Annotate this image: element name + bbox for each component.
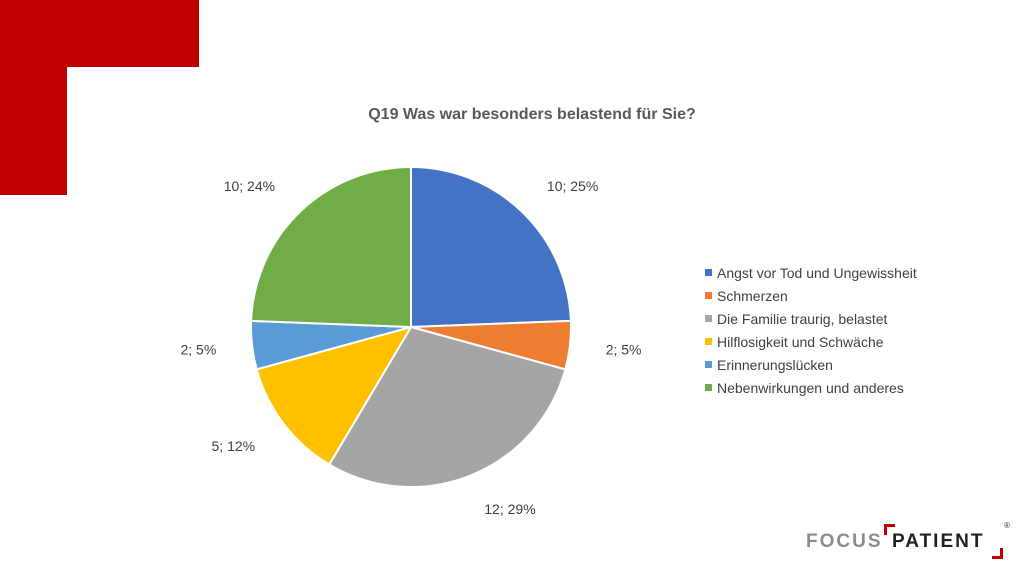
focus-patient-logo: FOCUS PATIENT ® — [806, 521, 1016, 561]
legend-swatch — [705, 292, 712, 299]
legend-swatch — [705, 384, 712, 391]
legend-swatch — [705, 361, 712, 368]
legend-item: Schmerzen — [705, 284, 917, 307]
logo-bracket-top-left — [884, 524, 895, 535]
legend-label: Nebenwirkungen und anderes — [717, 379, 904, 396]
slice-data-label: 10; 24% — [224, 178, 275, 194]
chart-title: Q19 Was war besonders belastend für Sie? — [368, 106, 696, 123]
logo-focus-text: FOCUS — [806, 531, 883, 552]
legend-item: Hilflosigkeit und Schwäche — [705, 330, 917, 353]
legend-label: Hilflosigkeit und Schwäche — [717, 333, 884, 350]
pie-slice — [250, 165, 412, 329]
logo-bracket-bottom-right — [992, 548, 1003, 559]
slice-data-label: 2; 5% — [180, 341, 216, 357]
corner-decoration-left — [0, 0, 67, 195]
logo-patient-text: PATIENT — [892, 531, 985, 552]
slice-data-label: 2; 5% — [606, 341, 642, 357]
legend-label: Schmerzen — [717, 287, 788, 304]
legend-item: Erinnerungslücken — [705, 353, 917, 376]
legend-swatch — [705, 338, 712, 345]
legend-label: Die Familie traurig, belastet — [717, 310, 888, 327]
slice-data-label: 10; 25% — [547, 178, 598, 194]
pie-slice — [255, 325, 414, 466]
legend-item: Die Familie traurig, belastet — [705, 307, 917, 330]
logo-registered-mark: ® — [1004, 521, 1010, 530]
chart-legend: Angst vor Tod und Ungewissheit Schmerzen D… — [705, 261, 917, 399]
legend-item: Angst vor Tod und Ungewissheit — [705, 261, 917, 284]
legend-swatch — [705, 315, 712, 322]
legend-item: Nebenwirkungen und anderes — [705, 376, 917, 399]
legend-swatch — [705, 269, 712, 276]
legend-label: Angst vor Tod und Ungewissheit — [717, 264, 917, 281]
slice-data-label: 5; 12% — [212, 438, 256, 454]
slice-data-label: 12; 29% — [484, 501, 535, 517]
pie-slice — [410, 165, 572, 329]
legend-label: Erinnerungslücken — [717, 356, 833, 373]
